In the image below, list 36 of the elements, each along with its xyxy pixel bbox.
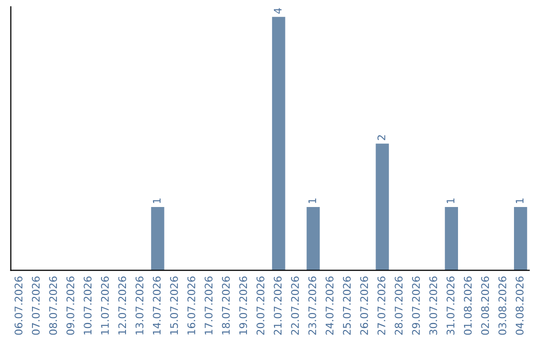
x-tick-label: 09.07.2026 — [66, 276, 74, 335]
x-tick-label: 25.07.2026 — [342, 276, 351, 335]
x-tick-label: 19.07.2026 — [239, 276, 248, 334]
x-tick-label: 26.07.2026 — [360, 276, 368, 335]
data-label: 1 — [446, 198, 454, 204]
data-label: 1 — [152, 198, 161, 204]
x-tick-label: 30.07.2026 — [429, 276, 438, 335]
x-tick-label: 11.07.2026 — [100, 276, 109, 334]
x-tick-label: 03.08.2026 — [498, 276, 506, 335]
x-tick-label: 24.07.2026 — [326, 276, 334, 335]
data-label: 4 — [274, 8, 282, 14]
x-tick-label: 13.07.2026 — [136, 276, 144, 334]
x-tick-label: 20.07.2026 — [256, 276, 264, 335]
x-tick-label: 18.07.2026 — [222, 276, 230, 334]
x-tick-label: 29.07.2026 — [412, 276, 420, 335]
x-tick-label: 10.07.2026 — [84, 276, 92, 334]
x-tick-label: 17.07.2026 — [204, 276, 213, 334]
x-tick-label: 14.07.2026 — [152, 276, 161, 334]
x-tick-label: 16.07.2026 — [187, 276, 196, 334]
x-tick-label: 12.07.2026 — [118, 276, 126, 334]
data-label: 1 — [308, 198, 316, 204]
x-tick-label: 06.07.2026 — [14, 276, 22, 335]
data-label: 2 — [377, 135, 386, 140]
x-tick-label: 28.07.2026 — [394, 276, 403, 335]
x-tick-label: 04.08.2026 — [516, 276, 524, 335]
x-tick-label: 07.07.2026 — [32, 276, 40, 335]
x-tick-label: 27.07.2026 — [377, 276, 386, 335]
x-tick-label: 31.07.2026 — [446, 276, 454, 335]
x-tick-label: 01.08.2026 — [464, 276, 472, 335]
x-tick-label: 15.07.2026 — [170, 276, 178, 334]
x-tick-label: 23.07.2026 — [308, 276, 316, 335]
x-tick-label: 02.08.2026 — [481, 276, 490, 335]
x-tick-label: 21.07.2026 — [274, 276, 282, 335]
x-tick-label: 22.07.2026 — [291, 276, 299, 335]
x-tick-label: 08.07.2026 — [49, 276, 58, 335]
data-label: 1 — [516, 198, 524, 204]
